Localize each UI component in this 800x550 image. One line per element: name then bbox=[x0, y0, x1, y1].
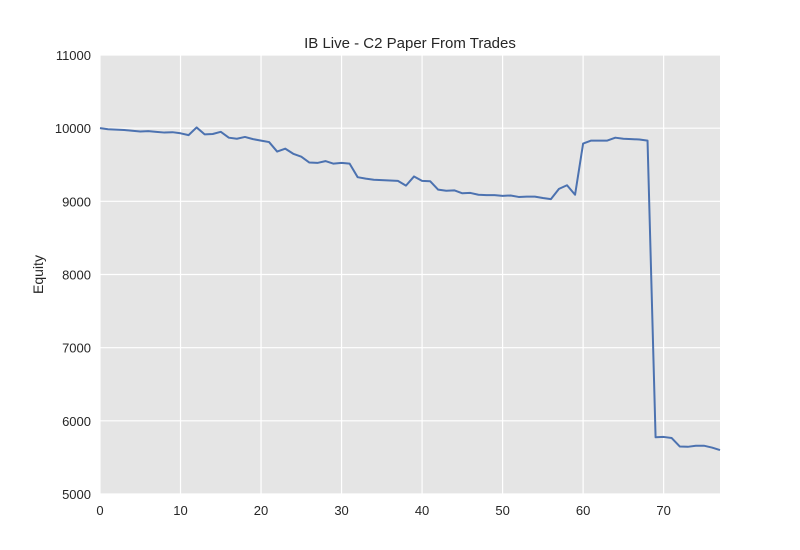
y-tick-label: 7000 bbox=[62, 341, 91, 356]
y-tick-label: 5000 bbox=[62, 487, 91, 502]
x-tick-label: 70 bbox=[656, 503, 670, 518]
y-axis-label: Equity bbox=[30, 255, 46, 294]
chart-title: IB Live - C2 Paper From Trades bbox=[304, 35, 516, 52]
x-tick-label: 30 bbox=[334, 503, 348, 518]
y-tick-label: 9000 bbox=[62, 194, 91, 209]
grid-lines bbox=[99, 54, 720, 495]
series-layer bbox=[99, 126, 721, 452]
equity-series-line bbox=[99, 126, 721, 452]
x-tick-label: 0 bbox=[96, 503, 103, 518]
x-tick-label: 50 bbox=[495, 503, 509, 518]
x-tick-label: 20 bbox=[254, 503, 268, 518]
y-tick-label: 8000 bbox=[62, 268, 91, 283]
x-tick-label: 40 bbox=[415, 503, 429, 518]
y-tick-label: 10000 bbox=[55, 121, 91, 136]
x-tick-label: 60 bbox=[576, 503, 590, 518]
tick-labels: 0 10 20 30 40 50 60 70 5000 6000 7000 8000 9000 10000… bbox=[55, 48, 671, 518]
x-tick-label: 10 bbox=[173, 503, 187, 518]
y-tick-label: 11000 bbox=[56, 48, 91, 63]
y-tick-label: 6000 bbox=[62, 414, 91, 429]
